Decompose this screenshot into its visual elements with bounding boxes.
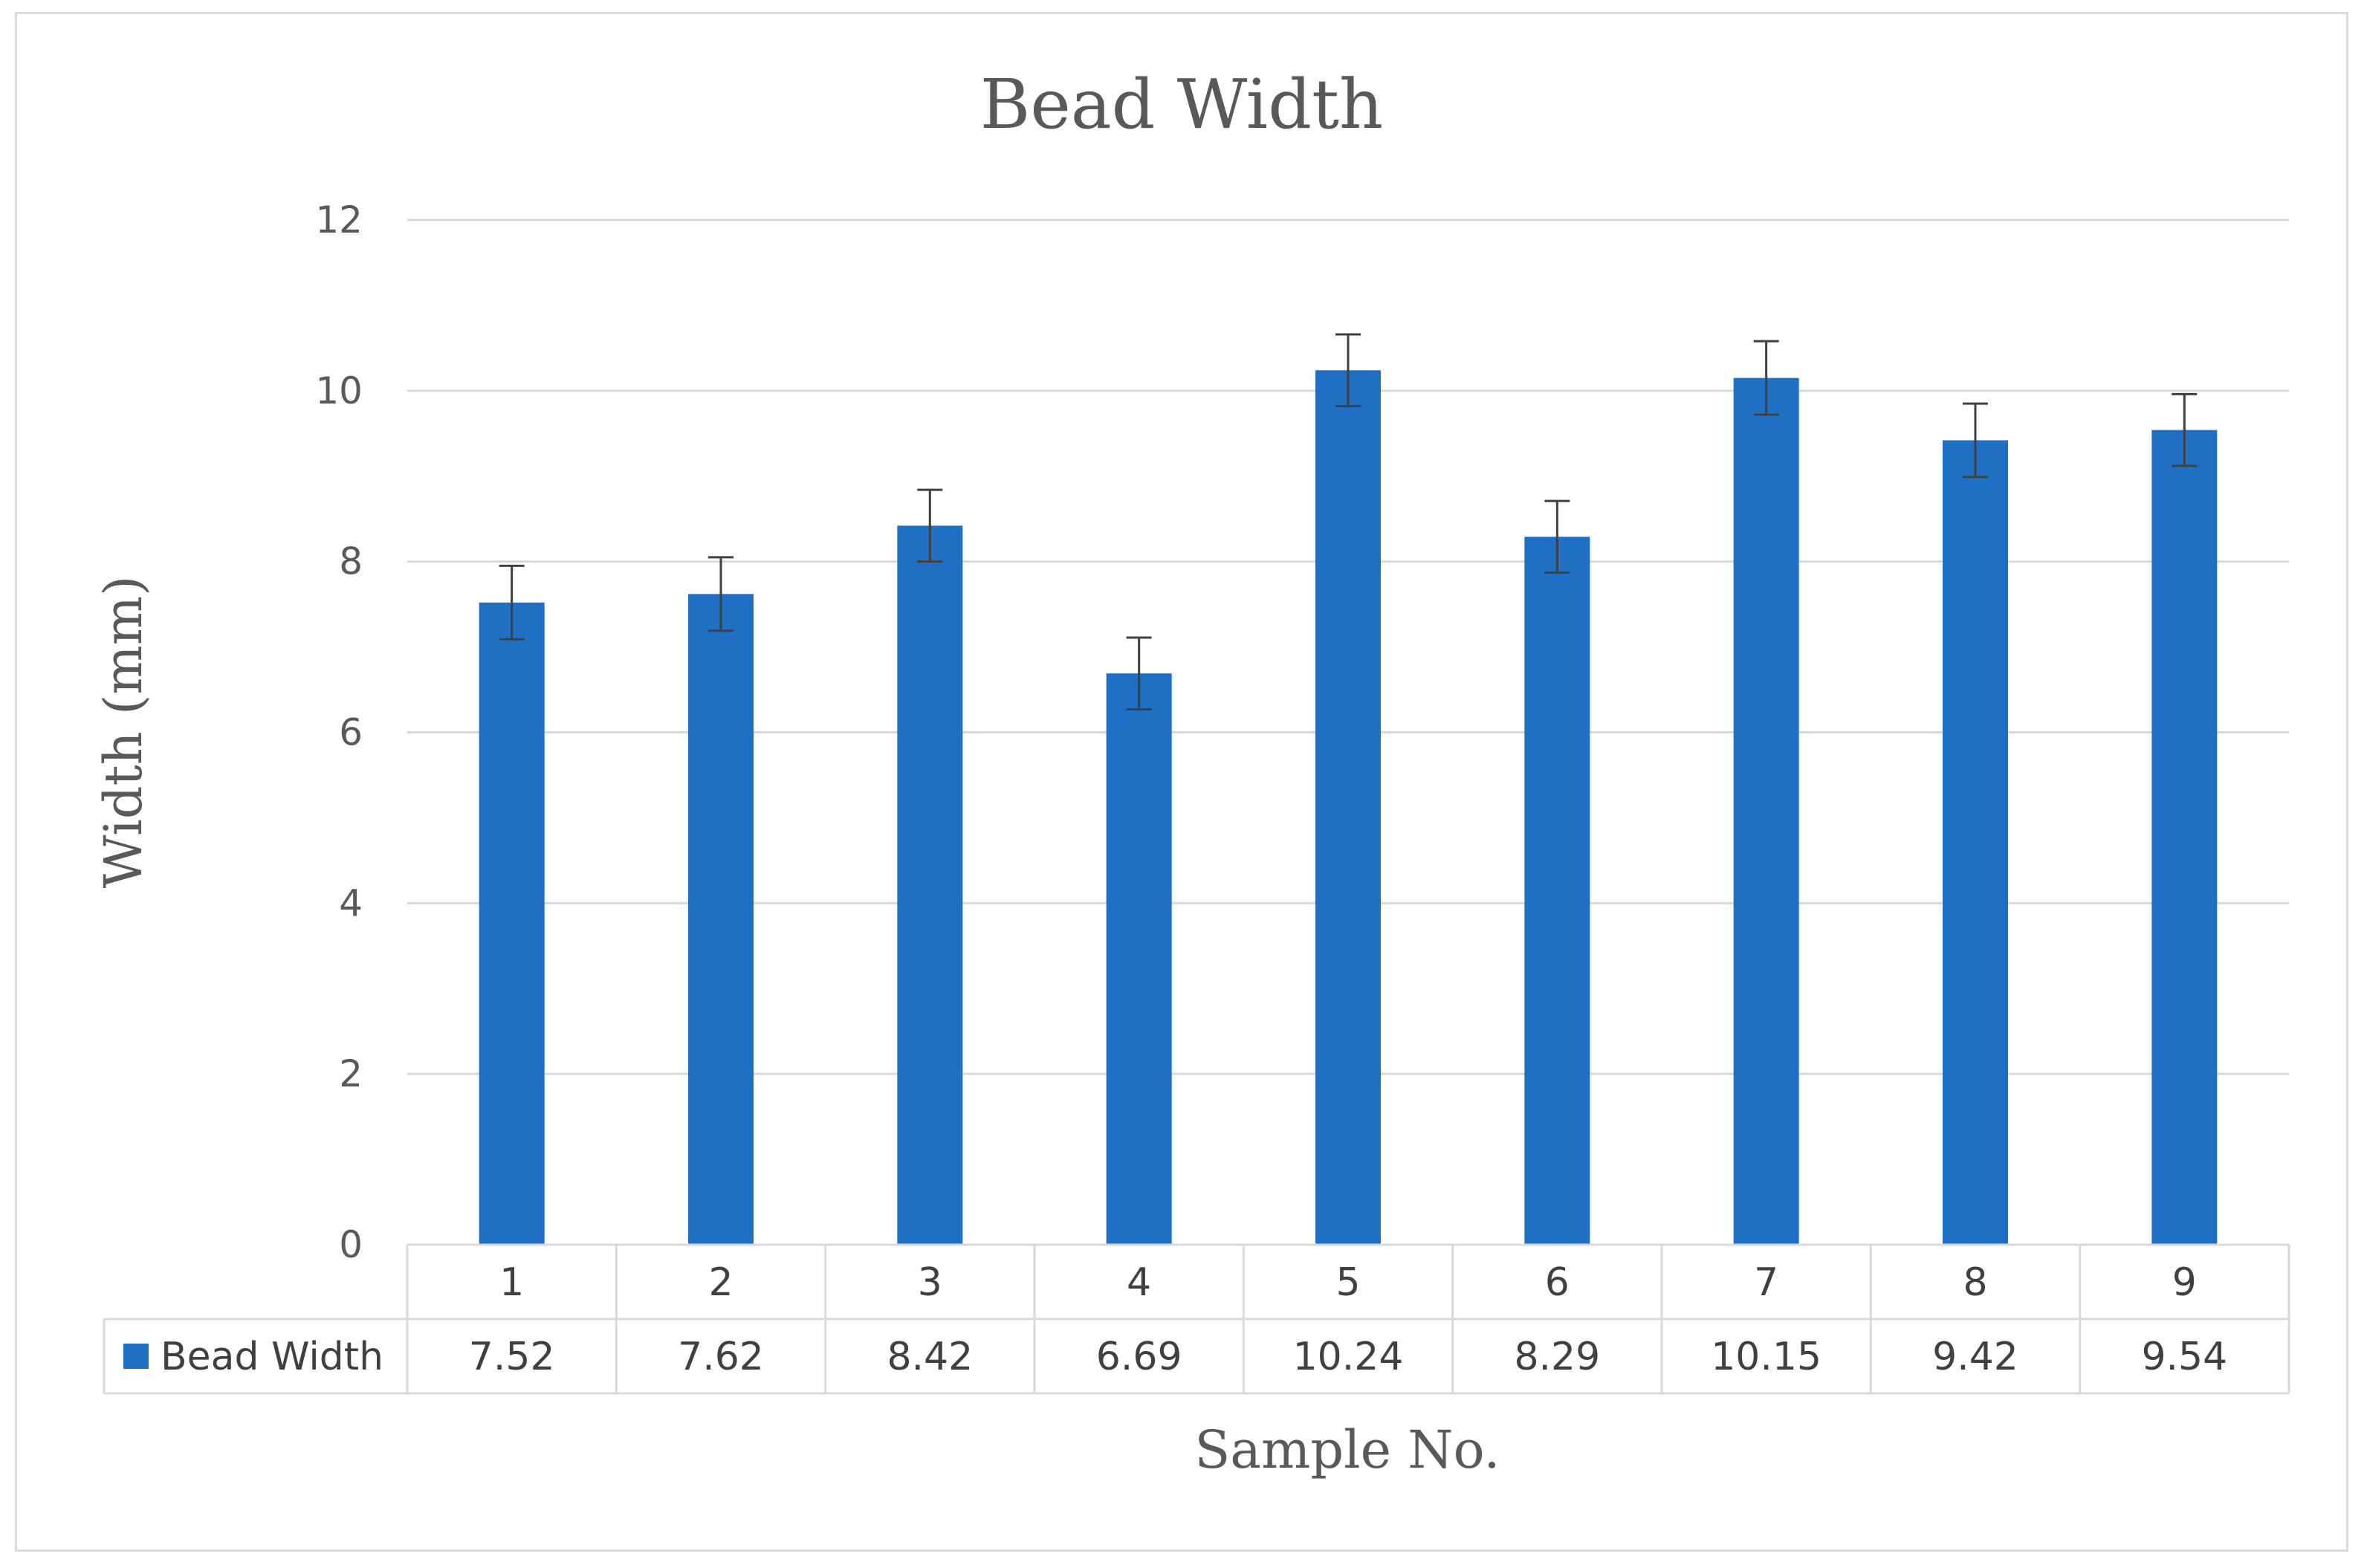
bar [1524, 537, 1590, 1245]
y-tick-label: 2 [339, 1052, 363, 1095]
data-table: 1 7.52 2 7.62 3 8.42 4 6.69 5 10.24 6 8.29 7 10.15 8 9.… [103, 1243, 2290, 1395]
legend-label: Bead Width [161, 1335, 383, 1379]
y-axis-ticks: 0 2 4 6 8 10 12 [315, 198, 363, 1266]
chart-title: Bead Width [980, 65, 1384, 144]
x-axis-title: Sample No. [1194, 1419, 1500, 1480]
legend-swatch [123, 1344, 149, 1369]
data-label: 8.29 [1514, 1335, 1600, 1379]
y-axis-title: Width (mm) [93, 576, 154, 889]
x-tick-label: 3 [918, 1260, 942, 1305]
x-tick-label: 8 [1963, 1260, 1987, 1305]
x-tick-label: 6 [1545, 1260, 1570, 1305]
data-label: 9.54 [2141, 1335, 2227, 1379]
bars [479, 370, 2218, 1245]
bar [1106, 673, 1172, 1245]
data-label: 9.42 [1932, 1335, 2018, 1379]
bar [1315, 370, 1381, 1245]
x-tick-label: 1 [499, 1260, 524, 1305]
data-label: 7.62 [678, 1335, 764, 1379]
y-tick-label: 6 [339, 711, 363, 754]
bar [479, 602, 545, 1245]
bar [1733, 378, 1799, 1245]
bar [1943, 440, 2008, 1245]
bar [897, 525, 963, 1245]
data-label: 10.15 [1711, 1335, 1821, 1379]
data-label: 7.52 [469, 1335, 555, 1379]
data-label: 8.42 [887, 1335, 973, 1379]
x-tick-label: 4 [1127, 1260, 1151, 1305]
x-tick-label: 7 [1754, 1260, 1778, 1305]
bar [2151, 430, 2218, 1245]
bar [688, 594, 754, 1245]
data-label: 6.69 [1096, 1335, 1182, 1379]
data-label: 10.24 [1293, 1335, 1404, 1379]
x-tick-label: 2 [708, 1260, 733, 1305]
y-tick-label: 4 [339, 881, 363, 924]
x-tick-label: 5 [1335, 1260, 1360, 1305]
y-tick-label: 8 [339, 540, 363, 583]
y-tick-label: 0 [339, 1223, 363, 1266]
x-tick-label: 9 [2172, 1260, 2197, 1305]
y-tick-label: 12 [315, 198, 363, 242]
error-bars [499, 333, 2198, 710]
y-tick-label: 10 [315, 369, 363, 412]
